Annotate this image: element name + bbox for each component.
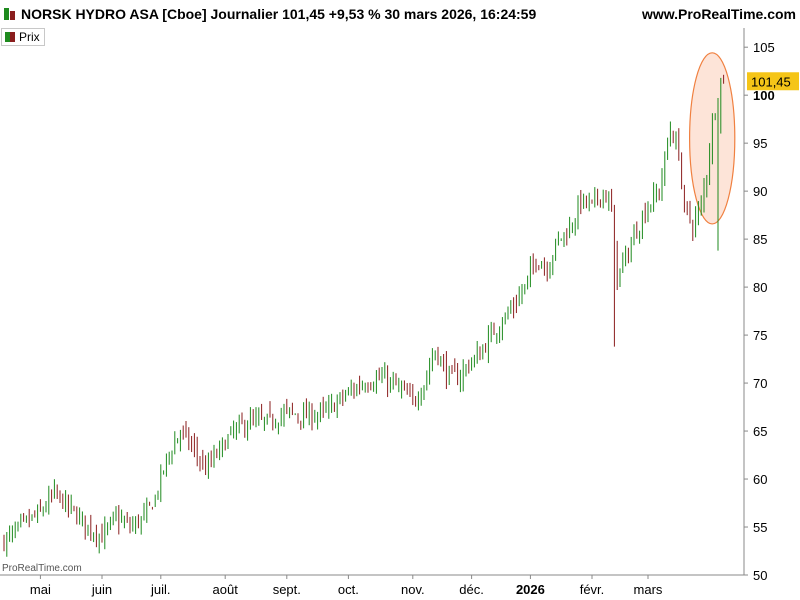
last-price-badge: [747, 72, 799, 91]
ohlc-bars: [3, 74, 725, 557]
y-tick-label: 80: [753, 280, 767, 295]
chart-title: NORSK HYDRO ASA [Cboe] Journalier 101,45…: [21, 6, 537, 22]
x-tick-label: sept.: [273, 582, 301, 597]
x-tick-label: nov.: [401, 582, 425, 597]
price-legend-label: Prix: [19, 30, 40, 44]
x-tick-label: juin: [91, 582, 112, 597]
x-tick-label: mai: [30, 582, 51, 597]
y-tick-label: 105: [753, 40, 775, 55]
y-tick-label: 55: [753, 520, 767, 535]
y-tick-label: 65: [753, 424, 767, 439]
price-legend[interactable]: Prix: [1, 28, 45, 46]
x-tick-label: juil.: [150, 582, 171, 597]
y-tick-label: 70: [753, 376, 767, 391]
x-tick-label: mars: [634, 582, 663, 597]
y-tick-label: 95: [753, 136, 767, 151]
axes: 50 55 60 65 70 75 80 85 90 95 100 105 mai juin juil. ao…: [0, 28, 799, 597]
x-tick-label: oct.: [338, 582, 359, 597]
x-tick-label: août: [213, 582, 239, 597]
y-tick-label: 100: [753, 88, 775, 103]
x-tick-label: 2026: [516, 582, 545, 597]
chart-header: NORSK HYDRO ASA [Cboe] Journalier 101,45…: [0, 0, 800, 28]
x-tick-label: févr.: [580, 582, 605, 597]
watermark: ProRealTime.com: [2, 563, 82, 574]
y-tick-label: 85: [753, 232, 767, 247]
y-tick-label: 50: [753, 568, 767, 583]
y-tick-label: 60: [753, 472, 767, 487]
y-tick-label: 90: [753, 184, 767, 199]
site-link[interactable]: www.ProRealTime.com: [641, 6, 796, 22]
x-tick-label: déc.: [459, 582, 484, 597]
price-legend-swatch-icon: [5, 32, 15, 42]
last-price-label: 101,45: [751, 74, 791, 89]
prorealtime-logo-icon: [4, 8, 15, 20]
y-tick-label: 75: [753, 328, 767, 343]
